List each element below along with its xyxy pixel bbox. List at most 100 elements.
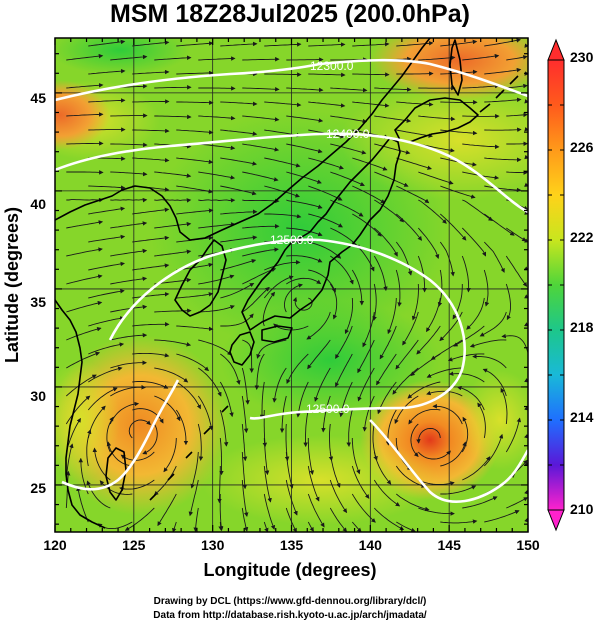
streamline — [418, 507, 455, 516]
contour-12500-line-east — [369, 419, 528, 503]
streamline — [256, 339, 287, 359]
cool-region-north — [55, 38, 190, 75]
streamline — [379, 325, 397, 360]
streamline — [154, 308, 192, 313]
streamline — [314, 367, 331, 402]
streamline — [76, 486, 89, 523]
contour-12500-line-south — [61, 379, 180, 491]
streamline — [218, 521, 223, 531]
x-tick-label: 145 — [438, 537, 462, 553]
streamline — [351, 493, 376, 523]
streamline — [408, 408, 441, 425]
streamline — [440, 485, 477, 495]
streamline — [241, 507, 249, 532]
streamline — [264, 72, 302, 77]
streamline — [242, 286, 270, 313]
streamline — [396, 101, 434, 107]
x-axis-label: Longitude (degrees) — [203, 560, 376, 580]
streamline — [154, 367, 189, 383]
streamline — [462, 496, 498, 509]
streamline — [66, 220, 104, 229]
streamline — [462, 83, 500, 89]
streamline — [66, 112, 104, 117]
streamline — [124, 507, 155, 531]
streamline — [242, 247, 279, 257]
coastline-sakhalin — [449, 39, 463, 96]
streamline — [395, 269, 402, 307]
streamline — [462, 199, 493, 222]
streamline — [263, 275, 294, 299]
streamline — [176, 208, 214, 215]
streamline — [220, 101, 258, 107]
streamline — [484, 185, 522, 193]
streamline — [484, 97, 522, 103]
coastline-kuril — [479, 75, 519, 113]
streamline — [198, 115, 236, 121]
streamline — [259, 381, 265, 420]
streamline — [439, 213, 467, 241]
streamline — [154, 339, 192, 347]
streamline — [272, 367, 287, 403]
streamline — [432, 404, 463, 425]
streamline — [395, 465, 427, 488]
streamline — [477, 402, 486, 439]
streamline — [157, 493, 177, 527]
streamline — [66, 274, 103, 285]
streamline — [469, 339, 507, 348]
axis-ticks — [54, 38, 529, 532]
streamline — [417, 450, 451, 460]
streamline — [395, 339, 419, 370]
streamline — [396, 493, 430, 512]
streamline — [264, 213, 302, 219]
streamline — [506, 497, 528, 509]
streamline — [506, 227, 527, 242]
streamline — [308, 101, 346, 108]
streamline — [374, 171, 409, 187]
streamline — [440, 129, 478, 136]
credit-drawing: Drawing by DCL (https://www.gfd-dennou.o… — [154, 596, 427, 607]
streamline — [88, 39, 126, 47]
colorbar-label: 218 — [570, 319, 594, 335]
streamline — [373, 255, 388, 292]
streamline — [264, 42, 302, 47]
streamline — [220, 259, 257, 271]
contour-12300-line — [55, 58, 528, 102]
streamline — [296, 381, 309, 418]
streamline — [132, 99, 170, 104]
streamline — [440, 441, 467, 467]
coastline-korea — [174, 239, 227, 317]
streamline — [110, 276, 148, 285]
streamline — [65, 395, 91, 425]
streamline — [308, 185, 343, 201]
streamline — [373, 451, 392, 485]
streamline — [286, 255, 323, 263]
streamline — [132, 292, 170, 299]
coastline-asia-mainland — [55, 38, 431, 241]
streamline — [198, 274, 235, 285]
streamline — [132, 207, 170, 215]
streamline — [88, 316, 125, 327]
streamline — [308, 42, 346, 47]
streamline — [286, 143, 323, 154]
streamline — [307, 493, 325, 528]
streamline — [87, 387, 118, 411]
streamline — [484, 510, 520, 523]
streamline — [411, 283, 419, 321]
streamline — [410, 423, 419, 457]
streamline — [453, 325, 485, 347]
streamline — [440, 519, 478, 524]
streamline — [197, 423, 204, 461]
streamline — [153, 465, 177, 496]
streamline — [462, 143, 500, 150]
credit-data-source: Data from http://database.rish.kyoto-u.a… — [153, 610, 427, 621]
cool-region-south — [220, 300, 440, 420]
streamline — [286, 277, 322, 285]
streamline — [506, 170, 528, 175]
y-tick-label: 25 — [30, 480, 46, 496]
streamline — [110, 142, 148, 148]
streamline — [308, 241, 342, 259]
streamline — [263, 465, 272, 503]
streamline — [374, 199, 405, 223]
coastline-china-east — [55, 299, 106, 529]
